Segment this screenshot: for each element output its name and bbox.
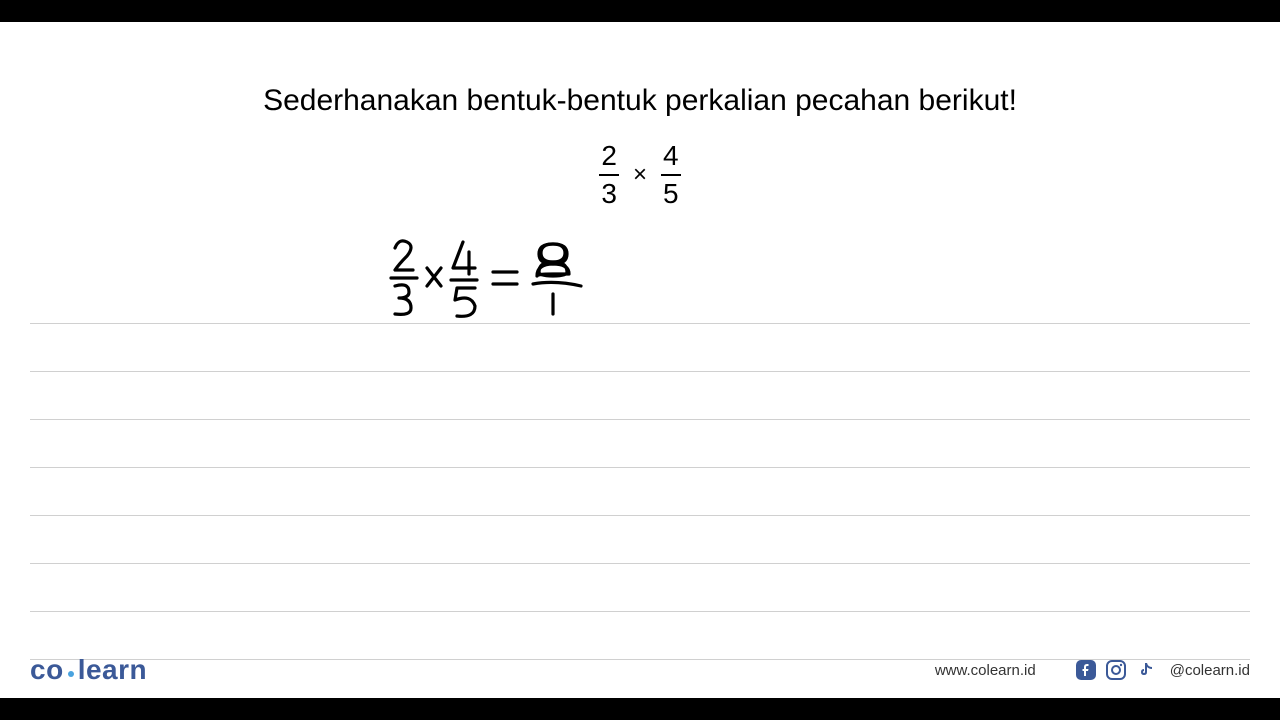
ruled-line <box>30 420 1250 468</box>
logo-text-right: learn <box>78 654 147 686</box>
footer-url: www.colearn.id <box>935 662 1036 679</box>
ruled-line <box>30 516 1250 564</box>
letterbox-bottom <box>0 698 1280 720</box>
fraction-2: 4 5 <box>661 142 681 208</box>
ruled-line <box>30 276 1250 324</box>
instagram-icon <box>1106 660 1126 680</box>
fraction-1-bar <box>599 174 619 176</box>
fraction-1: 2 3 <box>599 142 619 208</box>
facebook-icon <box>1076 660 1096 680</box>
logo-dot-icon <box>68 671 74 677</box>
fraction-2-numerator: 4 <box>661 142 681 172</box>
multiply-operator: × <box>633 161 647 189</box>
fraction-2-denominator: 5 <box>661 178 681 208</box>
slide-content: Sederhanakan bentuk-bentuk perkalian pec… <box>0 22 1280 698</box>
fraction-1-numerator: 2 <box>599 142 619 172</box>
footer-handle: @colearn.id <box>1170 662 1250 679</box>
handwritten-work <box>385 232 615 322</box>
footer: co learn www.colearn.id <box>0 650 1280 690</box>
ruled-line <box>30 372 1250 420</box>
tiktok-icon <box>1136 660 1156 680</box>
instruction-text: Sederhanakan bentuk-bentuk perkalian pec… <box>0 84 1280 118</box>
footer-right: www.colearn.id @colearn.id <box>935 660 1250 680</box>
brand-logo: co learn <box>30 654 147 686</box>
ruled-line <box>30 468 1250 516</box>
fraction-2-bar <box>661 174 681 176</box>
fraction-1-denominator: 3 <box>599 178 619 208</box>
logo-text-left: co <box>30 654 64 686</box>
letterbox-top <box>0 0 1280 22</box>
printed-problem: 2 3 × 4 5 <box>0 142 1280 208</box>
ruled-paper-lines <box>30 276 1250 660</box>
ruled-line <box>30 564 1250 612</box>
ruled-line <box>30 324 1250 372</box>
